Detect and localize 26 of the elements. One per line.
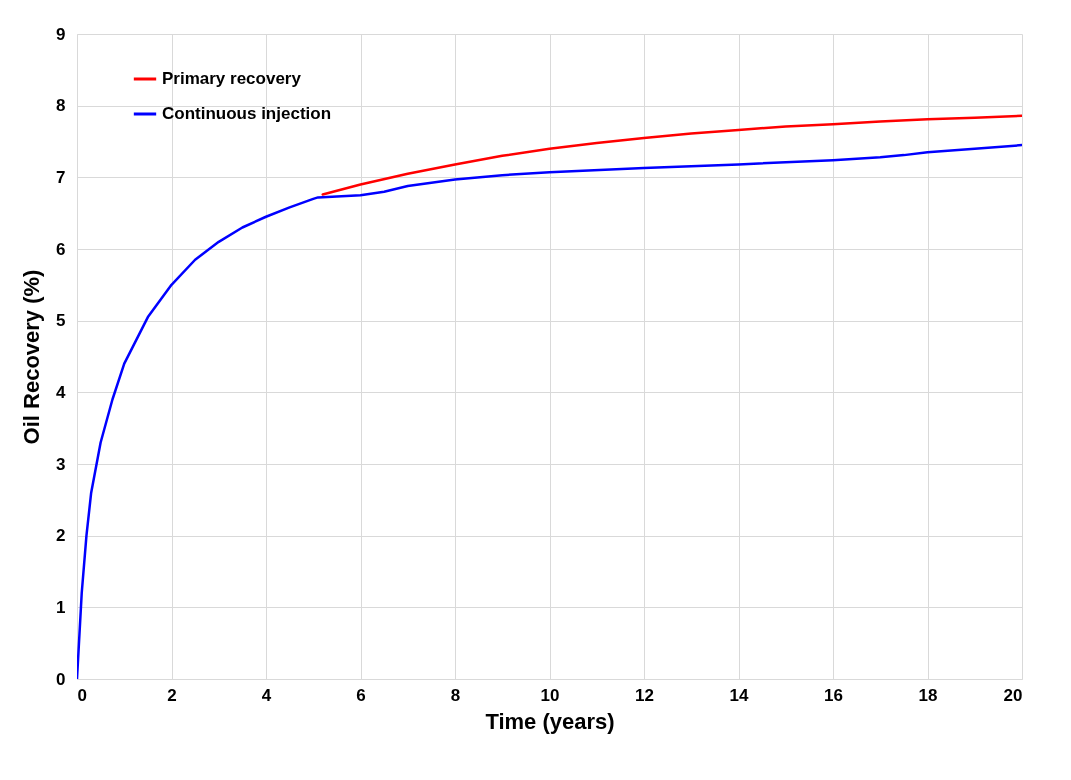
line-series: [77, 143, 1022, 679]
y-tick-label: 6: [56, 239, 66, 259]
x-tick-label: 4: [261, 685, 272, 705]
y-tick-label: 1: [56, 597, 66, 617]
y-tick-label: 9: [56, 24, 66, 44]
legend-label: Continuous injection: [162, 104, 332, 123]
y-tick-label: 5: [56, 311, 66, 331]
x-tick-label: 0: [77, 685, 87, 705]
y-axis-title: Oil Recovery (%): [19, 269, 45, 445]
y-tick-label: 2: [56, 526, 66, 546]
x-tick-label: 18: [918, 685, 938, 705]
x-tick-label: 16: [824, 685, 843, 705]
x-tick-label: 20: [1003, 685, 1023, 705]
y-tick-label: 7: [56, 167, 66, 187]
x-tick-label: 6: [356, 685, 366, 705]
x-tick-label: 14: [729, 685, 749, 705]
y-tick-label: 3: [56, 454, 66, 474]
x-tick-label: 2: [167, 685, 177, 705]
y-tick-label: 8: [56, 96, 66, 116]
y-tick-label: 0: [56, 669, 66, 689]
legend-label: Primary recovery: [162, 69, 302, 88]
x-axis-title: Time (years): [485, 708, 615, 734]
x-tick-label: 12: [635, 685, 654, 705]
x-tick-label: 10: [540, 685, 560, 705]
x-tick-label: 8: [450, 685, 461, 705]
y-tick-label: 4: [56, 382, 67, 402]
